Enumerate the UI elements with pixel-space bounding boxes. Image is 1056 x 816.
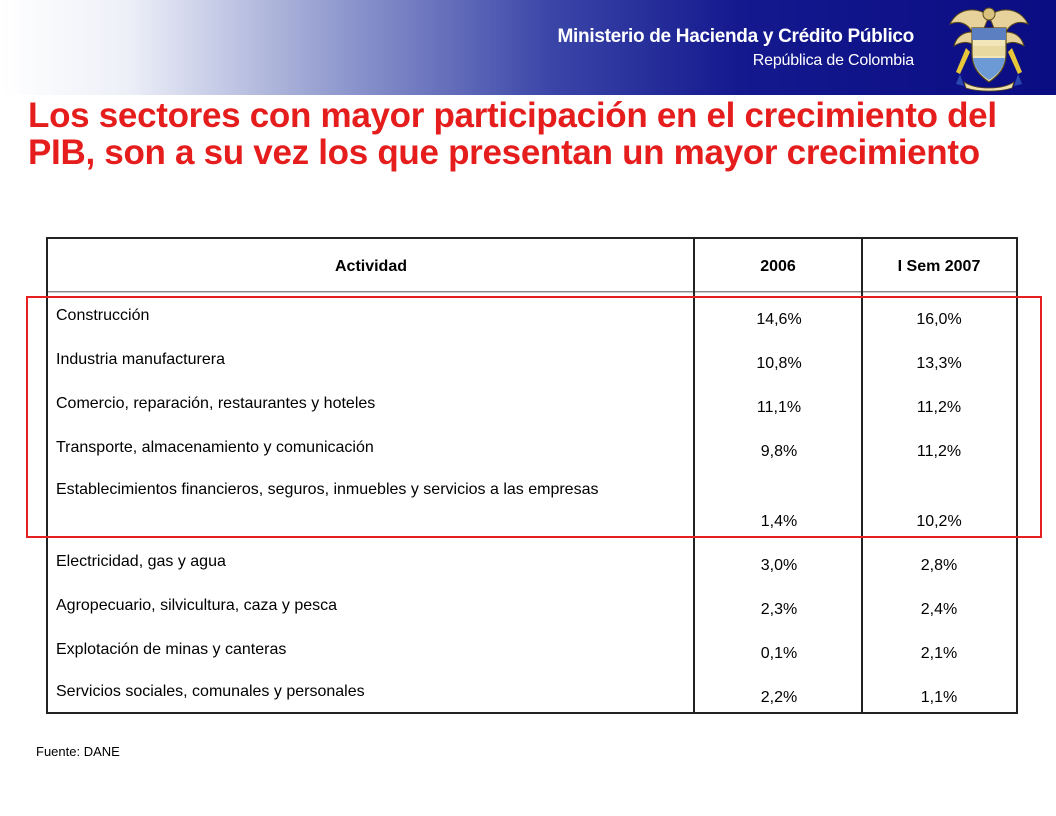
- row-2006: 0,1%: [760, 645, 798, 662]
- row-2006: 2,2%: [760, 689, 798, 706]
- header-actividad: Actividad: [334, 258, 407, 275]
- header-bar: Ministerio de Hacienda y Crédito Público…: [0, 0, 1056, 95]
- row-2007: 2,1%: [920, 645, 958, 662]
- column-divider: [861, 239, 863, 712]
- row-2006: 10,8%: [756, 355, 802, 372]
- table-header: Actividad 2006 I Sem 2007: [48, 239, 1016, 292]
- row-2006: 2,3%: [760, 601, 798, 618]
- row-actividad: Construcción: [56, 307, 150, 324]
- row-2007: 1,1%: [920, 689, 958, 706]
- row-2007: 11,2%: [916, 399, 962, 416]
- header-2006: 2006: [760, 258, 796, 275]
- row-2007: 16,0%: [916, 311, 962, 328]
- row-actividad: Establecimientos financieros, seguros, i…: [56, 481, 599, 498]
- row-2006: 3,0%: [760, 557, 798, 574]
- source-note: Fuente: DANE: [36, 744, 120, 759]
- colombia-coat-of-arms-icon: [948, 7, 1030, 92]
- highlight-box: [26, 296, 1042, 538]
- column-divider: [693, 239, 695, 712]
- row-2006: 1,4%: [760, 513, 798, 530]
- data-table: Actividad 2006 I Sem 2007 Construcción 1…: [46, 237, 1018, 714]
- row-actividad: Industria manufacturera: [56, 351, 225, 368]
- country-name: República de Colombia: [752, 52, 914, 69]
- row-actividad: Explotación de minas y canteras: [56, 641, 287, 658]
- row-actividad: Comercio, reparación, restaurantes y hot…: [56, 395, 376, 412]
- row-2007: 10,2%: [916, 513, 962, 530]
- row-2007: 2,8%: [920, 557, 958, 574]
- row-2007: 13,3%: [916, 355, 962, 372]
- row-2006: 11,1%: [756, 399, 802, 416]
- header-i-sem-2007: I Sem 2007: [897, 258, 981, 275]
- ministry-name: Ministerio de Hacienda y Crédito Público: [557, 26, 915, 47]
- row-2006: 9,8%: [760, 443, 798, 460]
- row-actividad: Servicios sociales, comunales y personal…: [56, 683, 365, 700]
- row-2006: 14,6%: [756, 311, 802, 328]
- row-actividad: Electricidad, gas y agua: [56, 553, 226, 570]
- ministry-block: Ministerio de Hacienda y Crédito Público…: [557, 26, 915, 70]
- row-actividad: Agropecuario, silvicultura, caza y pesca: [56, 597, 338, 614]
- row-2007: 11,2%: [916, 443, 962, 460]
- row-2007: 2,4%: [920, 601, 958, 618]
- slide-title: Los sectores con mayor participación en …: [28, 96, 997, 172]
- row-actividad: Transporte, almacenamiento y comunicació…: [56, 439, 374, 456]
